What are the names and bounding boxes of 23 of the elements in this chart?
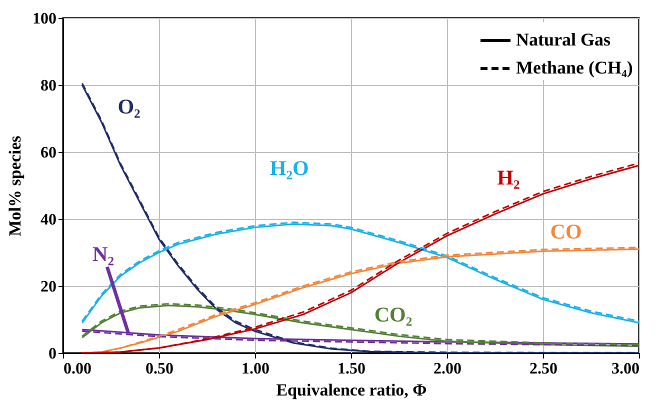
y-tick-label: 60	[40, 144, 56, 162]
x-axis-title: Equivalence ratio, Φ	[276, 380, 427, 400]
x-tick-label: 1.50	[338, 360, 366, 378]
y-tick-label: 0	[48, 346, 56, 362]
y-tick-label: 80	[40, 78, 56, 94]
y-tick-label: 40	[40, 212, 56, 228]
annotation: Natural Gas	[516, 30, 610, 50]
annotation: H₂	[497, 165, 520, 190]
annotation: O₂	[118, 94, 140, 119]
x-tick-label: 3.00	[612, 360, 640, 378]
y-tick-label: 100	[32, 10, 56, 28]
y-axis-title: Mol% species	[6, 135, 24, 236]
x-tick-label: 0.00	[64, 360, 92, 378]
annotation: CO₂	[374, 302, 412, 327]
annotation: CO	[550, 219, 582, 244]
annotation: H₂O	[270, 156, 309, 180]
x-tick-label: 2.50	[530, 360, 558, 378]
x-tick-label: 0.50	[146, 360, 174, 378]
x-tick-label: 2.00	[434, 360, 462, 378]
y-tick-label: 20	[40, 278, 56, 296]
x-tick-label: 1.00	[242, 360, 270, 378]
annotation: Methane (CH₄)	[516, 58, 633, 78]
annotation: N₂	[92, 242, 114, 266]
